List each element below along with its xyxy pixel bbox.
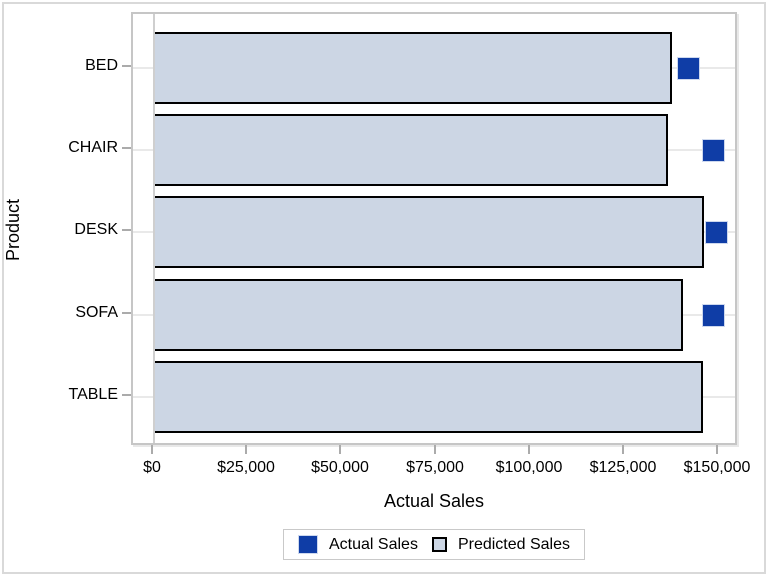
y-axis-label: TABLE	[68, 386, 119, 403]
predicted-sales-bar	[154, 279, 684, 351]
y-axis-tick	[122, 65, 131, 67]
legend-entry-predicted-sales: Predicted Sales	[431, 535, 570, 554]
x-axis-tick-label: $125,000	[589, 459, 657, 476]
y-axis-tick	[122, 312, 131, 314]
x-axis-tick	[151, 445, 153, 454]
x-axis-tick-label: $150,000	[683, 459, 751, 476]
y-axis-label: CHAIR	[68, 139, 118, 156]
actual-sales-marker	[702, 138, 725, 162]
legend: Actual Sales Predicted Sales	[283, 529, 585, 560]
x-axis-tick-label: $100,000	[495, 459, 563, 476]
actual-sales-marker	[702, 303, 725, 327]
predicted-sales-bar	[154, 114, 669, 186]
y-axis-tick	[122, 229, 131, 231]
x-axis-tick	[716, 445, 718, 454]
predicted-sales-swatch-icon	[431, 537, 447, 552]
predicted-sales-bar	[154, 361, 704, 433]
x-axis-tick	[434, 445, 436, 454]
y-axis-label: BED	[85, 57, 118, 74]
x-axis-tick	[245, 445, 247, 454]
x-axis-title: Actual Sales	[383, 491, 485, 511]
x-axis-tick	[528, 445, 530, 454]
x-axis-tick	[339, 445, 341, 454]
x-axis-tick-label: $50,000	[311, 459, 369, 476]
y-axis-label: SOFA	[75, 304, 118, 321]
x-axis-tick	[622, 445, 624, 454]
y-axis-tick	[122, 147, 131, 149]
y-axis-tick	[122, 394, 131, 396]
y-axis-label: DESK	[74, 221, 118, 238]
actual-sales-marker	[677, 56, 700, 80]
legend-label-predicted-sales: Predicted Sales	[457, 535, 570, 553]
predicted-sales-bar	[154, 32, 673, 104]
x-axis-tick-label: $75,000	[406, 459, 464, 476]
plot-area	[131, 12, 737, 445]
actual-sales-swatch-icon	[298, 535, 318, 554]
x-axis-tick-label: $25,000	[217, 459, 275, 476]
legend-label-actual-sales: Actual Sales	[329, 535, 418, 553]
zero-axis-line	[153, 14, 156, 443]
actual-sales-marker	[705, 220, 728, 244]
x-axis-tick-label: $0	[143, 459, 161, 476]
legend-entry-actual-sales: Actual Sales	[298, 535, 418, 554]
predicted-sales-bar	[154, 196, 705, 268]
